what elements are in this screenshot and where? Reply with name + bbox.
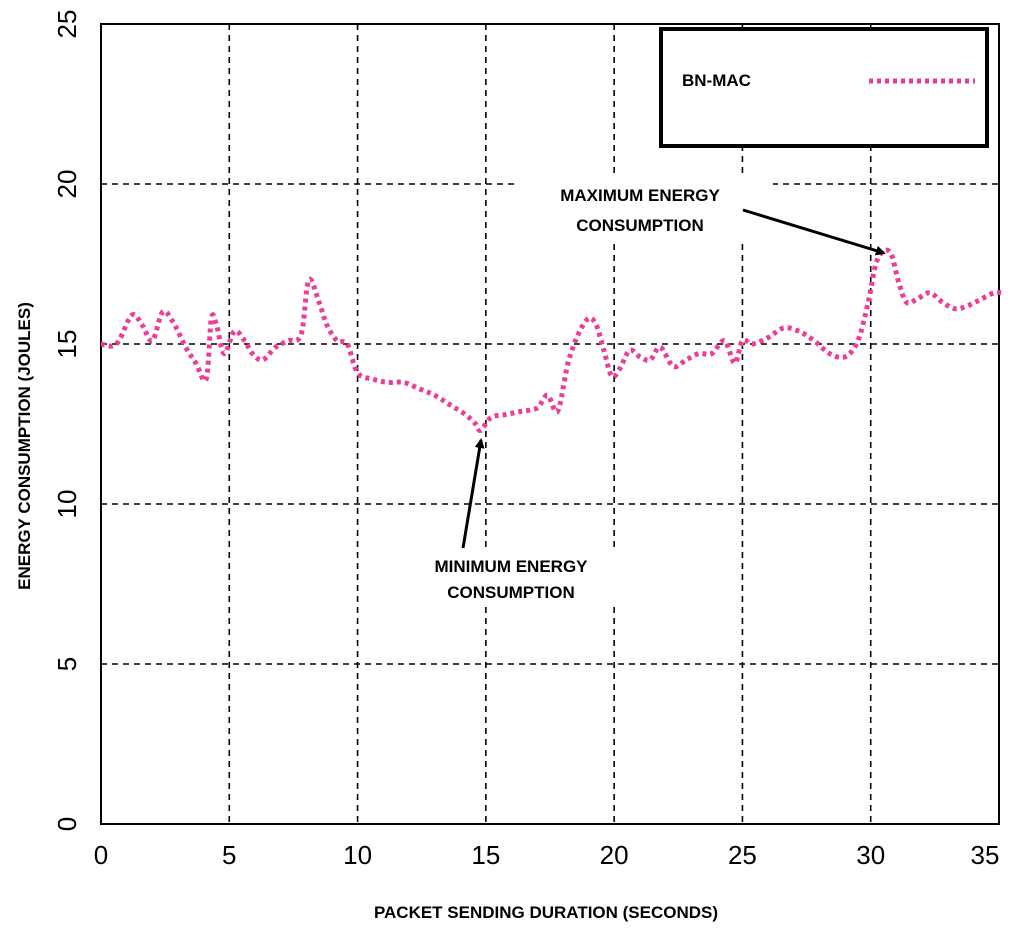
x-tick-label: 0 — [94, 840, 108, 870]
annotation-minimum-line-1: MINIMUM ENERGY — [435, 557, 589, 576]
legend-label-bn-mac: BN-MAC — [682, 71, 751, 90]
legend: BN-MAC — [659, 27, 989, 148]
y-axis-title: ENERGY CONSUMPTION (JOULES) — [15, 302, 34, 590]
y-tick-label: 15 — [52, 330, 82, 359]
x-axis-title: PACKET SENDING DURATION (SECONDS) — [374, 903, 718, 922]
x-tick-label: 15 — [471, 840, 500, 870]
y-tick-label: 0 — [52, 817, 82, 831]
x-axis-ticks: 0 5 10 15 20 25 30 35 — [94, 840, 1000, 870]
y-tick-label: 10 — [52, 490, 82, 519]
series-line-bn-mac — [100, 247, 1002, 434]
x-tick-label: 35 — [971, 840, 1000, 870]
x-tick-label: 25 — [728, 840, 757, 870]
x-tick-label: 5 — [222, 840, 236, 870]
annotation-maximum-arrow — [742, 208, 886, 256]
y-axis-ticks: 0 5 10 15 20 25 — [52, 10, 82, 832]
annotation-minimum: MINIMUM ENERGY CONSUMPTION — [400, 438, 622, 602]
x-tick-label: 10 — [343, 840, 372, 870]
y-tick-label: 20 — [52, 170, 82, 199]
annotation-minimum-line-2: CONSUMPTION — [447, 583, 575, 602]
annotation-minimum-arrow — [461, 438, 485, 549]
legend-box — [659, 27, 989, 148]
y-tick-label: 25 — [52, 10, 82, 39]
annotation-maximum: MAXIMUM ENERGY CONSUMPTION — [515, 178, 886, 256]
x-tick-label: 20 — [600, 840, 629, 870]
annotation-maximum-line-2: CONSUMPTION — [576, 216, 704, 235]
x-tick-label: 30 — [856, 840, 885, 870]
grid — [101, 24, 999, 824]
plot-area-frame — [100, 23, 1000, 825]
y-tick-label: 5 — [52, 657, 82, 671]
annotation-maximum-line-1: MAXIMUM ENERGY — [560, 186, 720, 205]
